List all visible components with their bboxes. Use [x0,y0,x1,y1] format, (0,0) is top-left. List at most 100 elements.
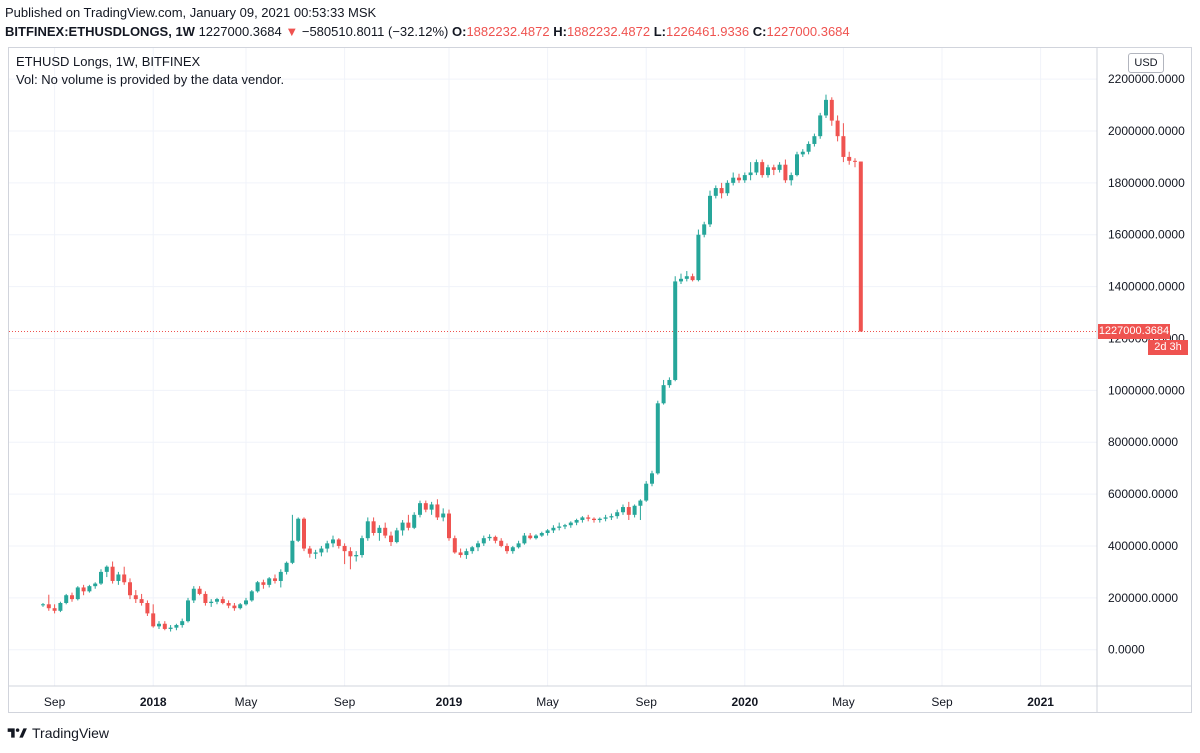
candle-body [557,526,562,528]
candle-body [719,188,724,194]
candle-body [81,587,86,592]
candle-body [568,522,573,526]
candle-body [609,516,614,518]
candle-body [470,547,475,552]
candle-body [586,517,591,519]
y-tick-label: 400000.0000 [1108,539,1178,553]
candle-body [667,379,672,386]
high-value: 1882232.4872 [566,24,651,39]
x-tick-label: Sep [931,695,953,709]
candle-body [128,582,132,596]
candle-body [603,517,608,519]
candle-body [679,278,683,282]
y-tick-label: 1400000.0000 [1108,280,1185,294]
candle-body [452,538,457,553]
tradingview-brand: TradingView [32,725,110,741]
tradingview-logo[interactable]: TradingView [6,725,109,741]
low-label: L: [653,24,666,39]
candle-body [661,385,666,404]
x-tick-label: 2018 [140,695,167,709]
candle-body [713,188,718,196]
x-tick-label: 2020 [731,695,758,709]
candle-body [829,99,834,121]
candle-body [162,623,167,629]
currency-button[interactable]: USD [1128,53,1164,73]
candle-body [824,99,828,116]
candle-body [742,175,747,181]
candle-body [116,574,121,581]
candle-body [145,603,150,614]
open-label: O: [451,24,467,39]
open-value: 1882232.4872 [466,24,550,39]
candle-body [499,540,504,546]
candle-body [777,164,782,170]
candle-body [278,571,283,581]
candle-body [644,483,649,501]
y-tick-label: 600000.0000 [1108,487,1178,501]
candle-body [220,599,225,604]
candle-body [510,547,515,552]
candle-body [429,504,434,510]
candle-body [458,552,463,556]
chart-frame [8,47,1192,713]
volume-note: Vol: No volume is provided by the data v… [16,72,285,87]
ohlc-header: BITFINEX:ETHUSDLONGS, 1W 1227000.3684 ▼ … [5,24,850,39]
candle-body [325,543,330,549]
candle-body [771,167,776,170]
x-tick-label: Sep [636,695,658,709]
candle-body [377,527,382,533]
x-tick-label: 2021 [1027,695,1054,709]
candle-body [516,543,521,548]
candle-body [487,536,492,539]
candle-body [296,518,301,541]
candle-body [64,595,69,604]
candle-body [812,136,817,144]
candle-body [655,403,660,474]
candle-body [104,566,109,572]
candle-body [307,548,312,554]
candle-body [476,543,480,548]
candle-body [197,588,202,594]
y-tick-label: 1800000.0000 [1108,176,1185,190]
x-tick-label: May [235,695,258,709]
candle-body [748,172,753,176]
last-price-tag: 1227000.3684 [1098,324,1170,340]
candle-body [737,177,741,181]
candle-body [354,555,359,557]
candle-body [760,162,765,176]
candle-body [806,143,811,152]
candle-body [673,281,678,380]
candle-body [133,595,138,600]
last-price: 1227000.3684 [198,24,282,39]
candle-body [75,587,80,600]
candle-body [696,234,701,281]
candle-body [800,151,805,155]
y-tick-label: 1000000.0000 [1108,383,1185,397]
candle-body [232,605,237,609]
candle-body [336,539,341,546]
x-tick-label: May [832,695,855,709]
x-tick-label: Sep [334,695,356,709]
candle-body [389,535,393,543]
candle-body [394,530,399,543]
candle-body [615,512,620,517]
candle-body [435,504,440,518]
price-change: −580510.8011 (−32.12%) [301,24,449,39]
candle-body [41,604,45,606]
candle-body [835,120,840,137]
candle-body [847,156,852,161]
candle-body [70,595,74,600]
candle-body [684,276,689,279]
candle-body [360,538,364,556]
candle-body [493,536,498,541]
candle-body [597,518,602,521]
candle-body [191,588,196,601]
y-tick-label: 200000.0000 [1108,591,1178,605]
tradingview-logo-icon [7,728,27,738]
candle-body [522,535,527,544]
down-arrow-icon: ▼ [285,24,299,39]
candle-body [267,578,272,585]
candle-body [342,545,347,552]
y-tick-label: 0.0000 [1108,643,1145,657]
